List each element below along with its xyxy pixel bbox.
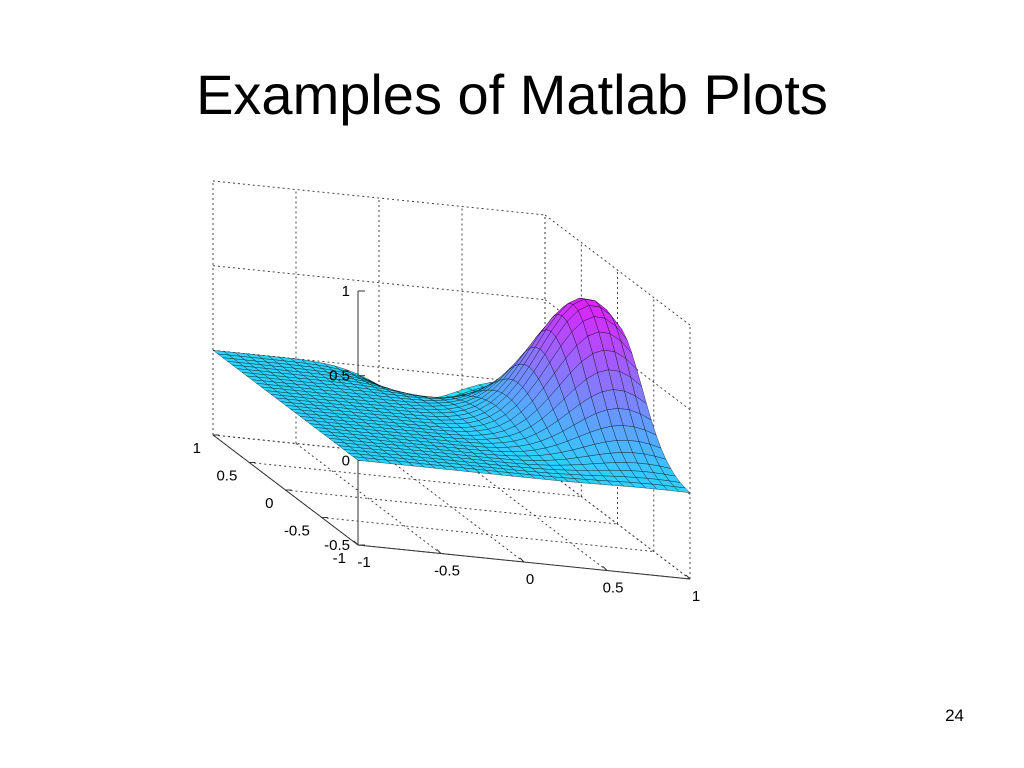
x-tick-mark bbox=[685, 574, 691, 580]
grid-line bbox=[295, 443, 442, 554]
z-tick-label: -0.5 bbox=[324, 537, 350, 554]
x-tick-mark bbox=[519, 557, 525, 563]
y-tick-label: 0 bbox=[265, 495, 273, 512]
z-tick-label: 1 bbox=[342, 283, 350, 300]
x-tick-mark bbox=[353, 540, 359, 546]
x-tick-label: -1 bbox=[357, 554, 370, 571]
x-tick-label: 0.5 bbox=[603, 580, 624, 597]
x-tick-label: 0 bbox=[526, 571, 534, 588]
surface-patch bbox=[352, 456, 370, 462]
surface-plot: -0.5 0 0.5 1 -1 -0.5 0 0.5 1 -1 -0.5 0 0.5 1 bbox=[140, 170, 860, 720]
y-tick-label: 1 bbox=[193, 440, 201, 457]
y-tick-label: 0.5 bbox=[216, 468, 237, 485]
grid-line bbox=[212, 180, 546, 216]
tick-labels: -0.500.51-1 -0.5 0 0.5 1-1-0.500.51 bbox=[193, 283, 701, 605]
grid-line bbox=[285, 489, 618, 525]
z-tick-label: 0 bbox=[342, 452, 350, 469]
y-tick-label: -0.5 bbox=[284, 523, 310, 540]
slide-number: 24 bbox=[945, 706, 964, 725]
x-tick-label: -0.5 bbox=[434, 563, 460, 580]
x-tick-mark bbox=[436, 549, 442, 554]
grid-line bbox=[321, 517, 654, 552]
x-tick-label: 1 bbox=[692, 588, 700, 605]
grid-line bbox=[212, 265, 546, 301]
axes bbox=[212, 290, 691, 580]
z-tick-label: 0.5 bbox=[329, 368, 350, 385]
grid-line bbox=[544, 214, 691, 326]
grid-lines bbox=[212, 180, 691, 580]
slide-title: Examples of Matlab Plots bbox=[196, 63, 828, 126]
surface-mesh bbox=[212, 297, 691, 494]
y-tick-label: -1 bbox=[333, 550, 346, 567]
x-tick-mark bbox=[602, 566, 608, 571]
surface-plot-svg: -0.500.51-1 -0.5 0 0.5 1-1-0.500.51 bbox=[193, 180, 701, 605]
grid-line bbox=[249, 462, 582, 497]
